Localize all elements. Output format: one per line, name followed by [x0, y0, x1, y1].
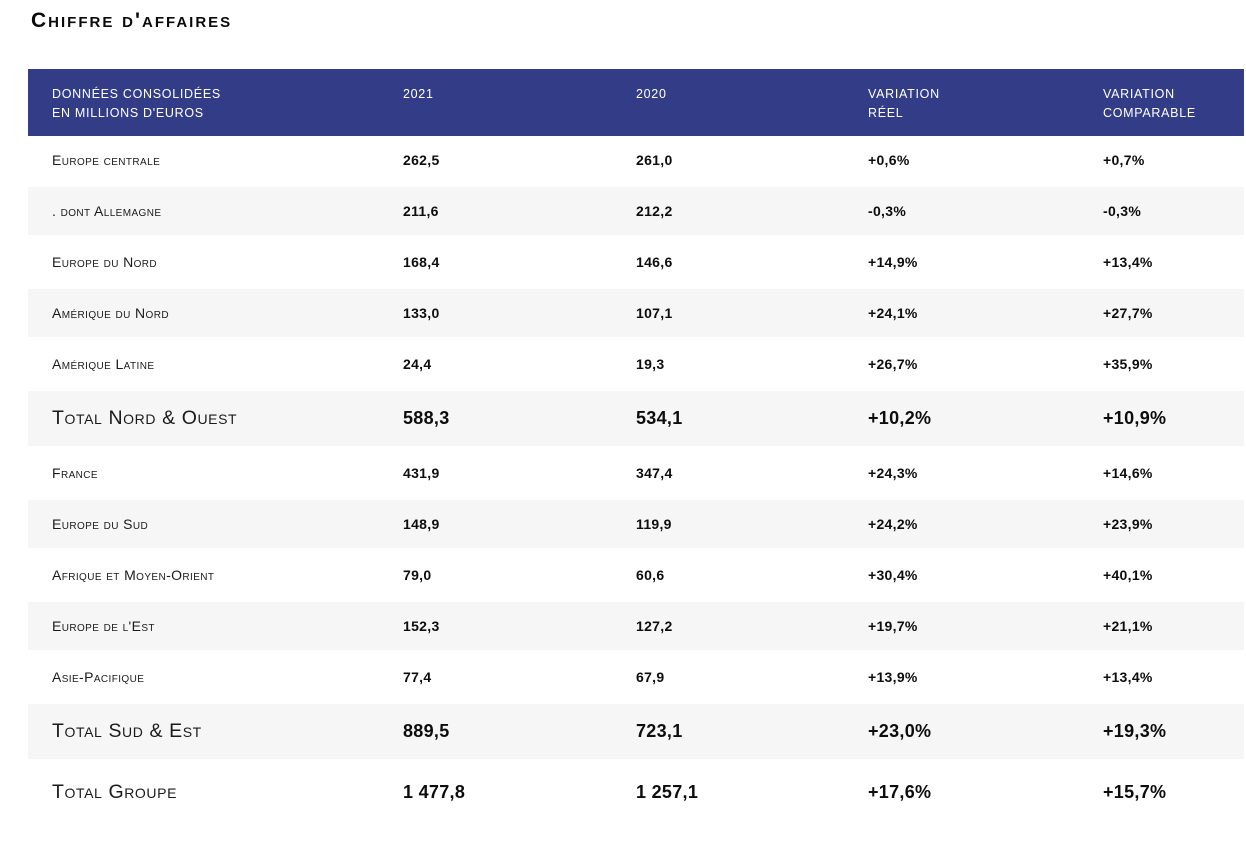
variation-comparable: -0,3% [1103, 203, 1142, 219]
variation-comparable: +13,4% [1103, 669, 1153, 685]
revenue-table: DONNÉES CONSOLIDÉES EN MILLIONS D'EUROS … [28, 69, 1244, 826]
value-2021: 77,4 [403, 669, 432, 685]
table-row-dont-allemagne: . dont Allemagne 211,6 212,2 -0,3% -0,3% [28, 187, 1244, 238]
variation-comparable: +21,1% [1103, 618, 1153, 634]
table-row-france: France 431,9 347,4 +24,3% +14,6% [28, 449, 1244, 500]
variation-reel: +10,2% [868, 408, 932, 428]
table-row-europe-du-sud: Europe du Sud 148,9 119,9 +24,2% +23,9% [28, 500, 1244, 551]
row-label: Amérique du Nord [52, 305, 169, 321]
value-2020: 212,2 [636, 203, 673, 219]
row-label: Europe du Nord [52, 254, 158, 270]
table-row-asie-pacifique: Asie-Pacifique 77,4 67,9 +13,9% +13,4% [28, 653, 1244, 704]
value-2020: 67,9 [636, 669, 665, 685]
table-row-total-groupe: Total Groupe 1 477,8 1 257,1 +17,6% +15,… [28, 762, 1244, 826]
row-label: Asie-Pacifique [52, 669, 145, 685]
table-row-amerique-du-nord: Amérique du Nord 133,0 107,1 +24,1% +27,… [28, 289, 1244, 340]
table-row-afrique-moyen-orient: Afrique et Moyen-Orient 79,0 60,6 +30,4%… [28, 551, 1244, 602]
value-2020: 146,6 [636, 254, 673, 270]
variation-comparable: +13,4% [1103, 254, 1153, 270]
variation-comparable: +40,1% [1103, 567, 1153, 583]
value-2021: 431,9 [403, 465, 440, 481]
variation-comparable: +10,9% [1103, 408, 1167, 428]
variation-comparable: +23,9% [1103, 516, 1153, 532]
value-2020: 1 257,1 [636, 782, 699, 802]
value-2021: 168,4 [403, 254, 440, 270]
row-label: Total Sud & Est [52, 720, 202, 742]
variation-reel: +24,2% [868, 516, 918, 532]
row-label: Amérique Latine [52, 356, 155, 372]
value-2021: 24,4 [403, 356, 432, 372]
variation-comparable: +14,6% [1103, 465, 1153, 481]
value-2021: 133,0 [403, 305, 440, 321]
variation-reel: +19,7% [868, 618, 918, 634]
row-label: France [52, 465, 98, 481]
value-2020: 127,2 [636, 618, 673, 634]
value-2020: 119,9 [636, 516, 672, 532]
value-2020: 261,0 [636, 152, 673, 168]
value-2020: 60,6 [636, 567, 665, 583]
row-label: Europe de l'Est [52, 618, 155, 634]
value-2021: 588,3 [403, 408, 450, 428]
variation-reel: +14,9% [868, 254, 918, 270]
variation-reel: +24,3% [868, 465, 918, 481]
variation-reel: +23,0% [868, 721, 932, 741]
value-2020: 107,1 [636, 305, 673, 321]
value-2020: 19,3 [636, 356, 665, 372]
table-row-europe-de-lest: Europe de l'Est 152,3 127,2 +19,7% +21,1… [28, 602, 1244, 653]
variation-reel: +26,7% [868, 356, 918, 372]
variation-comparable: +19,3% [1103, 721, 1167, 741]
value-2021: 262,5 [403, 152, 440, 168]
row-label: Afrique et Moyen-Orient [52, 567, 215, 583]
variation-comparable: +35,9% [1103, 356, 1153, 372]
row-label: Europe du Sud [52, 516, 149, 532]
variation-reel: +13,9% [868, 669, 918, 685]
col-header-variation-reel: VARIATION RÉEL [868, 87, 940, 121]
col-header-2021: 2021 [403, 87, 434, 101]
value-2020: 347,4 [636, 465, 673, 481]
col-header-consolidated-data: DONNÉES CONSOLIDÉES EN MILLIONS D'EUROS [52, 87, 221, 121]
variation-reel: +17,6% [868, 782, 932, 802]
col-header-variation-comparable: VARIATION COMPARABLE [1103, 87, 1196, 121]
value-2021: 1 477,8 [403, 782, 466, 802]
value-2020: 534,1 [636, 408, 683, 428]
variation-comparable: +15,7% [1103, 782, 1167, 802]
row-label: Total Groupe [52, 781, 178, 803]
variation-reel: +0,6% [868, 152, 910, 168]
variation-reel: -0,3% [868, 203, 907, 219]
page-title: Chiffre d'affaires [31, 9, 233, 32]
value-2021: 79,0 [403, 567, 432, 583]
variation-reel: +30,4% [868, 567, 918, 583]
table-row-total-nord-ouest: Total Nord & Ouest 588,3 534,1 +10,2% +1… [28, 391, 1244, 449]
row-label: Total Nord & Ouest [52, 407, 238, 429]
row-label: Europe centrale [52, 152, 161, 168]
variation-reel: +24,1% [868, 305, 918, 321]
table-row-total-sud-est: Total Sud & Est 889,5 723,1 +23,0% +19,3… [28, 704, 1244, 762]
value-2020: 723,1 [636, 721, 683, 741]
table-row-europe-centrale: Europe centrale 262,5 261,0 +0,6% +0,7% [28, 136, 1244, 187]
variation-comparable: +27,7% [1103, 305, 1153, 321]
variation-comparable: +0,7% [1103, 152, 1145, 168]
col-header-2020: 2020 [636, 87, 667, 101]
table-header-row: DONNÉES CONSOLIDÉES EN MILLIONS D'EUROS … [28, 69, 1244, 136]
value-2021: 211,6 [403, 203, 439, 219]
row-label: . dont Allemagne [52, 203, 162, 219]
value-2021: 889,5 [403, 721, 450, 741]
value-2021: 148,9 [403, 516, 440, 532]
table-row-europe-du-nord: Europe du Nord 168,4 146,6 +14,9% +13,4% [28, 238, 1244, 289]
table-row-amerique-latine: Amérique Latine 24,4 19,3 +26,7% +35,9% [28, 340, 1244, 391]
value-2021: 152,3 [403, 618, 440, 634]
